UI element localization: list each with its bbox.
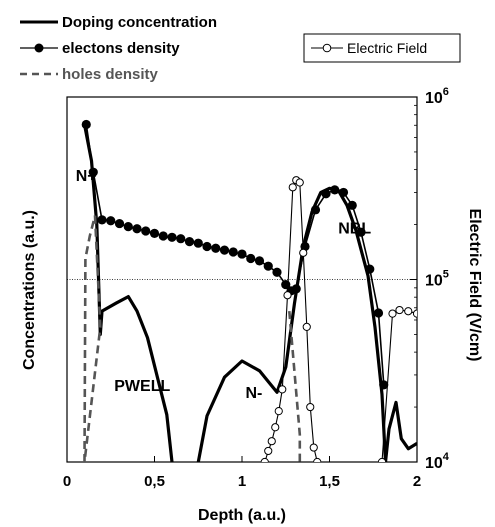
series-electric-field-point	[264, 446, 273, 456]
series-electons-density-point	[237, 249, 247, 259]
right-tick-label: 105	[425, 269, 449, 290]
series-electons-density-point	[272, 267, 282, 277]
plot-area	[67, 119, 417, 462]
annotation-nbl: NBL	[338, 220, 371, 237]
series-electric-field-point	[395, 305, 404, 315]
series-electons-density-point	[167, 232, 177, 242]
series-electric-field-point	[295, 178, 304, 187]
series-electons-density-point	[330, 185, 340, 195]
series-electric-field-point	[283, 291, 292, 300]
x-tick-label: 1	[238, 473, 246, 490]
series-electons-density-point	[373, 308, 384, 318]
series-holes-density-line	[83, 215, 97, 462]
series-electons-density-point	[158, 231, 168, 241]
right-axis: 104 105 106	[410, 86, 450, 472]
series-electric-field-point	[288, 183, 297, 192]
series-electric-field-point	[377, 457, 387, 462]
series-doping-concentration-line	[82, 124, 174, 462]
x-tick-label: 0	[63, 473, 71, 490]
x-tick-label: 1,5	[319, 473, 340, 490]
series-electons-density-point	[193, 238, 203, 248]
series-holes-density-line	[83, 215, 102, 462]
legend-label-efield: Electric Field	[347, 40, 427, 56]
series-electons-density-point	[81, 119, 91, 130]
series-holes-density-line	[288, 310, 302, 462]
series-electons-density-point	[379, 380, 389, 390]
annotations: N+ PWELL N- NBL	[76, 168, 372, 402]
series-electric-field-point	[299, 248, 308, 257]
x-axis: 0 0,5 1 1,5 2	[63, 456, 421, 490]
series-electons-density-point	[123, 221, 133, 232]
legend: Doping concentration electons density ho…	[20, 14, 217, 83]
legend-right: Electric Field	[303, 33, 461, 63]
series-electons-density-point	[97, 215, 107, 225]
series-electric-field-point	[404, 307, 413, 316]
series-doping-concentration-line	[383, 400, 417, 462]
series-electons-density-point	[219, 245, 230, 255]
series-electric-field-point	[278, 385, 287, 394]
right-tick-label: 104	[425, 451, 450, 472]
x-tick-label: 2	[413, 473, 421, 490]
x-tick-label: 0,5	[144, 473, 165, 490]
series-electric-field-point	[306, 402, 315, 412]
series-electric-field-point	[302, 322, 311, 331]
annotation-pwell: PWELL	[114, 378, 170, 395]
series-electric-field-point	[309, 443, 318, 452]
series-electons-density-point	[321, 189, 331, 199]
series-electons-density-point	[141, 226, 151, 236]
right-tick-label: 106	[425, 86, 449, 107]
series-electons-density-point	[254, 256, 265, 266]
series-electons-density-point	[184, 237, 195, 247]
series-electons-density-point	[228, 247, 238, 257]
y-axis-title-left: Concentrations (a.u.)	[21, 210, 38, 370]
series-electons-density-point	[356, 227, 366, 237]
annotation-n: N+	[76, 168, 97, 185]
series-electons-density-point	[263, 261, 273, 271]
series-electons-density-point	[149, 228, 160, 239]
y-axis-title-right: Electric Field (V/cm)	[466, 209, 483, 362]
series-electons-density-point	[114, 218, 125, 229]
series-electons-density-point	[338, 187, 349, 198]
series-electons-density-point	[211, 243, 221, 253]
series-electons-density-point	[176, 234, 186, 244]
legend-marker-electrons	[34, 43, 44, 53]
series-electric-field-point	[274, 407, 283, 416]
series-electric-field-point	[271, 423, 280, 432]
series-electric-field-point	[260, 457, 269, 462]
annotation-n: N-	[246, 385, 263, 402]
legend-label-holes: holes density	[62, 66, 159, 83]
legend-label-electrons: electons density	[62, 40, 180, 57]
series-electons-density-point	[132, 224, 142, 234]
series-electric-field-point	[313, 457, 322, 462]
series-electons-density-point	[88, 167, 98, 177]
series-electons-density-point	[347, 200, 357, 210]
legend-label-doping: Doping concentration	[62, 14, 217, 31]
series-electons-density-point	[365, 264, 375, 274]
series-electons-density-point	[291, 284, 301, 294]
series-electric-field-point	[267, 437, 276, 446]
series-electons-density-point	[310, 205, 321, 215]
x-axis-title: Depth (a.u.)	[198, 507, 286, 524]
series-electons-density-point	[202, 241, 212, 252]
series-electric-field-point	[388, 309, 397, 318]
series-electons-density-point	[246, 253, 256, 264]
series-electric-field-point	[412, 309, 417, 318]
legend-marker-efield	[322, 43, 332, 53]
series-electons-density-point	[106, 216, 116, 226]
